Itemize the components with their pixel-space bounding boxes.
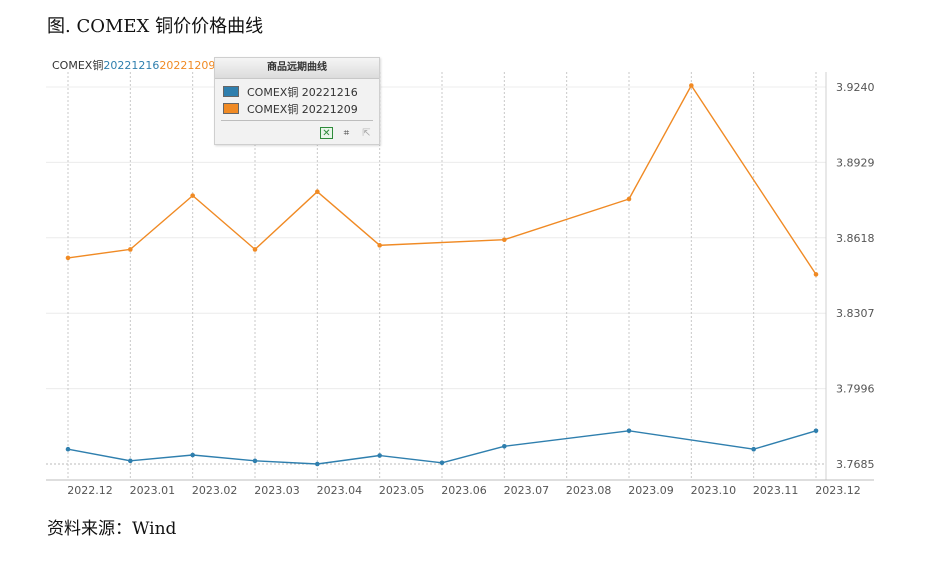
legend-swatch-series-2: [223, 103, 239, 114]
data-point-series-2: [813, 272, 819, 277]
data-point-series-1: [439, 460, 445, 466]
y-tick-label: 3.7685: [836, 458, 875, 471]
series-line-2: [67, 84, 817, 275]
data-point-series-1: [252, 458, 258, 464]
data-point-series-1: [813, 428, 819, 434]
x-tick-label: 2023.05: [379, 484, 425, 497]
x-tick-label: 2023.11: [753, 484, 799, 497]
data-point-series-2: [190, 193, 195, 198]
y-tick-label: 3.7996: [836, 383, 875, 396]
x-tick-label: 2023.07: [504, 484, 550, 497]
legend-swatch-series-1: [223, 86, 239, 97]
series-header: COMEX铜2022121620221209: [52, 57, 215, 73]
data-point-series-1: [190, 452, 195, 458]
legend-item-series-2[interactable]: COMEX铜 20221209: [223, 103, 358, 117]
data-point-series-1: [626, 428, 632, 434]
data-point-series-2: [689, 83, 694, 88]
series-header-code-1: 20221216: [103, 59, 160, 72]
y-tick-label: 3.8307: [836, 307, 875, 320]
source-note: 资料来源：Wind: [47, 519, 177, 539]
data-point-series-2: [315, 189, 320, 195]
x-tick-label: 2023.09: [628, 484, 674, 497]
data-point-series-2: [128, 247, 133, 252]
y-tick-label: 3.8929: [836, 156, 875, 169]
x-tick-label: 2023.02: [192, 484, 238, 497]
x-tick-label: 2023.08: [566, 484, 612, 497]
data-point-series-2: [252, 247, 258, 252]
crop-icon[interactable]: ⌗: [343, 128, 350, 139]
legend-panel[interactable]: 商品远期曲线 COMEX铜 20221216 COMEX铜 20221209 ✕…: [214, 57, 380, 145]
legend-label-series-2: COMEX铜 20221209: [247, 103, 358, 116]
figure-title: 图. COMEX 铜价价格曲线: [47, 16, 264, 37]
x-tick-label: 2023.12: [815, 484, 861, 497]
legend-item-series-1[interactable]: COMEX铜 20221216: [223, 86, 358, 100]
data-point-series-2: [626, 196, 632, 202]
legend-label-series-1: COMEX铜 20221216: [247, 86, 358, 99]
x-tick-label: 2022.12: [67, 484, 113, 497]
y-tick-label: 3.9240: [836, 81, 875, 94]
data-point-series-1: [65, 446, 71, 452]
series-header-prefix: COMEX铜: [52, 59, 104, 72]
series-header-code-2: 20221209: [159, 59, 216, 72]
y-tick-label: 3.8618: [836, 232, 875, 245]
excel-export-icon[interactable]: ✕: [320, 127, 333, 139]
data-point-series-1: [751, 446, 756, 452]
data-point-series-1: [128, 458, 133, 464]
x-tick-label: 2023.04: [317, 484, 363, 497]
legend-title: 商品远期曲线: [215, 58, 379, 79]
x-tick-label: 2023.06: [441, 484, 487, 497]
x-tick-label: 2023.10: [691, 484, 737, 497]
data-point-series-2: [377, 243, 382, 248]
legend-toolbar: ✕ ⌗ ⇱: [313, 126, 373, 140]
x-tick-label: 2023.01: [130, 484, 176, 497]
data-point-series-1: [315, 461, 320, 467]
series-line-1: [67, 430, 817, 465]
data-point-series-2: [65, 255, 71, 261]
back-icon[interactable]: ⇱: [362, 128, 371, 139]
data-point-series-1: [377, 453, 382, 458]
legend-divider: [221, 120, 373, 121]
data-point-series-2: [502, 237, 507, 243]
x-tick-label: 2023.03: [254, 484, 300, 497]
data-point-series-1: [502, 444, 507, 449]
